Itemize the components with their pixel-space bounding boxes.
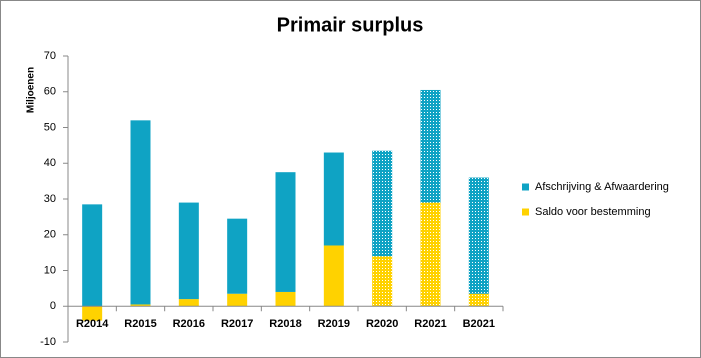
x-tick-label: R2019 xyxy=(318,318,350,330)
legend-swatch xyxy=(522,183,529,191)
x-tick-label: R2016 xyxy=(173,318,205,330)
bar-segment xyxy=(227,293,248,307)
x-tick-label: R2018 xyxy=(269,318,301,330)
bar-segment xyxy=(82,306,103,321)
bar-segment xyxy=(372,150,393,257)
legend-swatch xyxy=(522,208,529,216)
bar-segment xyxy=(468,293,489,307)
bar-segment xyxy=(420,202,441,307)
bar-segment xyxy=(178,299,199,307)
x-tick-label: R2021 xyxy=(414,318,446,330)
bar-segment xyxy=(130,304,151,307)
y-tick-label: 50 xyxy=(44,121,56,133)
bar-segment xyxy=(130,120,151,305)
y-tick-label: 60 xyxy=(44,86,56,98)
bar-segment xyxy=(227,218,248,294)
y-tick-label: 30 xyxy=(44,193,56,205)
y-tick-label: 10 xyxy=(44,264,56,276)
y-tick-label: 20 xyxy=(44,229,56,241)
x-tick-label: R2015 xyxy=(124,318,156,330)
legend-label: Afschrijving & Afwaardering xyxy=(535,181,669,193)
bar-segment xyxy=(323,152,344,246)
y-axis-label: Miljoenen xyxy=(26,67,37,113)
x-tick-label: R2014 xyxy=(76,318,109,330)
y-tick-label: 0 xyxy=(50,300,56,312)
bar-segment xyxy=(275,172,296,292)
bar-segment xyxy=(275,291,296,307)
bar-segment xyxy=(420,89,441,203)
y-tick-label: 70 xyxy=(44,50,56,62)
legend-label: Saldo voor bestemming xyxy=(535,206,651,218)
x-tick-label: R2020 xyxy=(366,318,398,330)
bar-segment xyxy=(178,202,199,300)
x-tick-label: B2021 xyxy=(463,318,495,330)
y-tick-label: 40 xyxy=(44,157,56,169)
bar-segment xyxy=(82,204,103,307)
chart-title: Primair surplus xyxy=(277,14,424,36)
y-tick-label: -10 xyxy=(40,336,56,348)
bar-segment xyxy=(372,256,393,307)
bar-segment xyxy=(323,245,344,307)
bar-segment xyxy=(468,177,489,294)
x-tick-label: R2017 xyxy=(221,318,253,330)
